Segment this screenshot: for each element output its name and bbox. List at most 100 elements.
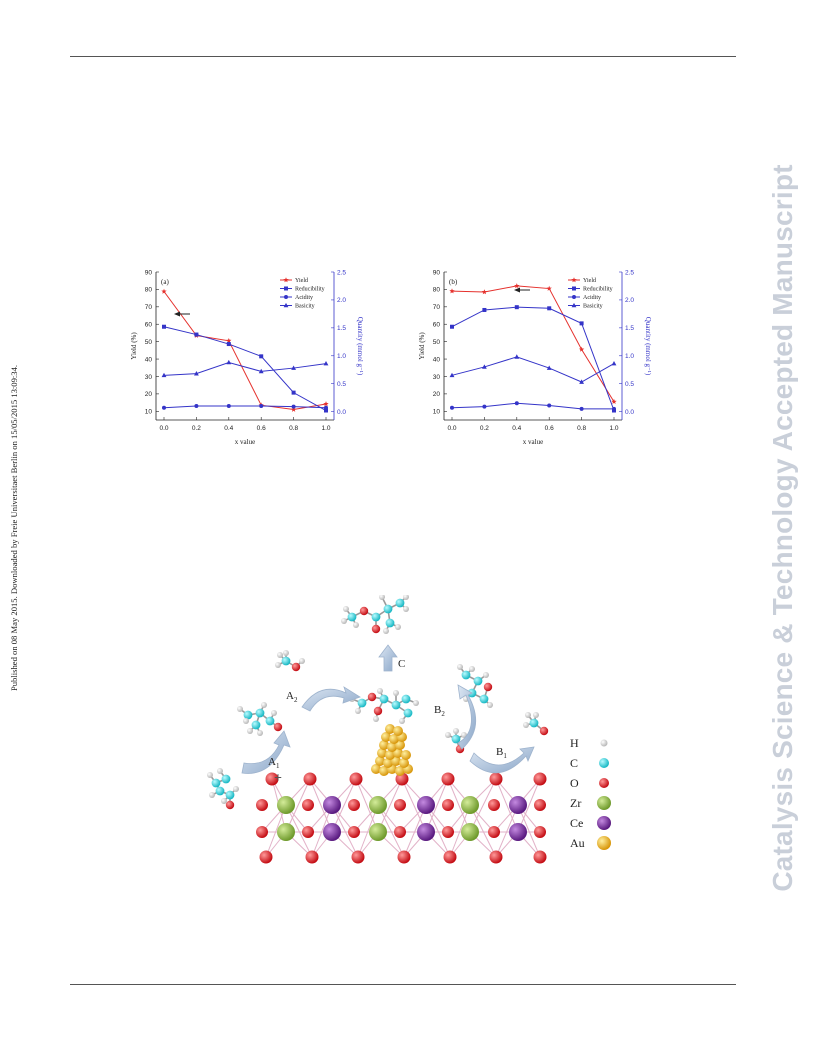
y-tick-label: 30 [433,374,441,381]
data-point [283,302,289,308]
x-tick-label: 0.2 [480,425,489,432]
ce-atom [509,796,527,814]
o-atom [303,772,317,786]
lattice-bond [447,778,471,833]
x-axis-label: x value [523,438,543,446]
y-axis-label: Yield (%) [130,332,138,360]
h-atom [299,658,305,664]
x-tick-label: 0.2 [192,425,201,432]
h-atom [469,666,475,672]
au-atom [385,750,395,760]
lattice-bond [311,804,333,858]
c-atom [255,708,265,718]
data-point [226,359,232,365]
lattice-bond [331,778,357,833]
legend-label: Basicity [295,304,315,310]
lattice-bond [265,804,287,858]
au-atom [387,742,397,752]
au-atom [383,758,393,768]
data-point [162,405,166,410]
o-atom [256,799,268,811]
y-tick-label: 10 [433,409,441,416]
o-atom [488,799,500,811]
h-atom [353,622,359,628]
h-atom [207,772,213,778]
o-atom [371,624,381,634]
y2-tick-label: 2.0 [337,297,346,304]
y-tick-label: 60 [145,322,153,329]
lattice-bond [355,778,379,833]
x-tick-label: 0.8 [289,425,298,432]
c-atom [529,718,539,728]
y-tick-label: 90 [145,269,153,276]
o-atom [534,826,546,838]
x-tick-label: 0.6 [257,425,266,432]
data-point [291,365,296,370]
h-atom [393,690,399,696]
x-tick-label: 1.0 [321,425,330,432]
zr-atom [461,796,479,814]
data-point [481,289,488,295]
data-point [323,401,329,407]
publication-note: Published on 08 May 2015. Downloaded by … [9,364,19,692]
methacrolein-molecule [237,702,283,736]
chart-svg: 0.0 0.2 0.4 0.6 0.8 1.0 10 20 30 40 50 60 70 80 90 0.0 0… [130,269,364,446]
h-atom [247,728,253,734]
hemiacetal-intermediate [349,688,419,724]
lattice-bond [285,778,311,833]
h-atom [341,618,347,624]
data-point [572,295,576,299]
data-point [482,307,487,312]
y-tick-label: 10 [145,409,153,416]
y-tick-label: 40 [433,356,441,363]
x-tick-label: 0.6 [545,425,554,432]
h-atom [373,716,379,722]
data-point [546,365,552,370]
x-tick-label: 0.8 [577,425,586,432]
c-atom [599,758,609,768]
data-point [259,354,264,359]
au-atom [399,758,409,768]
data-point [514,283,520,289]
plus-sign: + [274,771,282,786]
c-atom [379,694,389,704]
data-point [450,405,454,410]
au-atom [385,724,395,734]
series-reducibility: Reducibility [450,286,616,413]
y2-tick-label: 1.0 [625,353,634,360]
data-point [161,372,167,378]
c-atom [391,700,401,710]
data-point [578,346,585,352]
pathway-a1-arrow [241,730,291,774]
o-atom [489,850,503,864]
ce-atom [417,796,435,814]
legend-symbol-ce: Ce [570,816,583,830]
o-atom [483,682,493,692]
data-point [258,368,264,374]
y-tick-label: 70 [145,304,153,311]
h-atom [445,732,451,738]
lattice-bond [469,778,497,833]
y2-tick-label: 0.0 [625,409,634,416]
y-tick-label: 80 [433,287,441,294]
pathway-b1-label: B1 [496,746,507,760]
y2-tick-label: 0.5 [625,381,634,388]
y-tick-label: 80 [145,287,153,294]
lattice-bond [517,804,541,858]
o-atom [359,606,369,616]
series-acidity: Acidity [450,295,616,411]
c-atom [451,734,461,744]
au-atom [377,748,387,758]
legend-symbol-h: H [570,736,579,750]
h-atom [283,650,289,656]
data-point [450,324,454,329]
data-point [571,302,577,308]
series-reducibility: Reducibility [162,286,328,413]
legend-label: Basicity [583,304,603,310]
methacrolein-molecule [207,768,239,810]
y-tick-label: 50 [433,339,441,346]
series-acidity: Acidity [162,295,328,410]
pathway-c-arrow [378,644,398,672]
axis-arrowhead [174,311,180,317]
